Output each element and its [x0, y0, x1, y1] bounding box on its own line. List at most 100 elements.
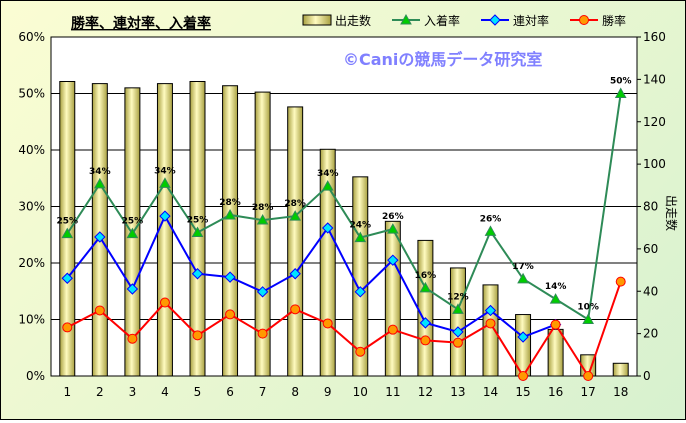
bar — [482, 284, 499, 377]
data-label: 25% — [57, 217, 79, 227]
data-label: 16% — [415, 271, 437, 281]
legend: 出走数 入着率 連対率 勝率 — [302, 13, 626, 28]
data-point — [256, 286, 269, 298]
chart-title: 勝率、連対率、入着率 — [71, 15, 211, 32]
data-point — [354, 286, 366, 298]
y-right-tick-label: 60 — [643, 242, 658, 256]
data-point — [354, 231, 367, 243]
series-line — [66, 213, 556, 339]
y-left-tick-label: 0% — [26, 369, 45, 383]
x-tick-label: 17 — [581, 385, 596, 399]
data-point — [224, 271, 236, 283]
data-point — [387, 254, 399, 266]
y-right-tick-label: 100 — [643, 157, 666, 171]
y-left-tick-label: 50% — [18, 87, 45, 101]
x-tick-label: 3 — [129, 385, 137, 399]
x-tick-label: 9 — [324, 385, 332, 399]
data-label: 34% — [89, 167, 111, 177]
bar — [254, 91, 271, 377]
x-tick-label: 15 — [515, 385, 530, 399]
data-point — [518, 371, 529, 381]
x-tick-label: 7 — [259, 385, 267, 399]
data-label: 10% — [577, 303, 599, 313]
data-point — [322, 318, 333, 329]
x-tick-label: 18 — [613, 385, 628, 399]
data-point — [191, 226, 204, 237]
x-tick-label: 5 — [194, 385, 202, 399]
data-point — [615, 276, 626, 287]
data-label: 26% — [382, 212, 404, 222]
data-point — [322, 222, 334, 234]
bar — [547, 328, 564, 377]
legend-swatch — [302, 14, 332, 26]
y-left-tick-label: 30% — [18, 200, 45, 214]
data-point — [387, 324, 398, 335]
bar — [222, 85, 239, 377]
data-point — [62, 322, 73, 333]
data-point — [583, 371, 594, 381]
data-point — [159, 210, 171, 222]
data-point — [61, 227, 74, 239]
legend-label: 入着率 — [424, 13, 460, 28]
data-point — [452, 303, 464, 314]
y-right-tick-label: 120 — [643, 115, 666, 129]
data-point — [289, 268, 301, 280]
data-label: 50% — [610, 77, 632, 87]
x-tick-label: 1 — [63, 385, 71, 399]
watermark: ©Caniの競馬データ研究室 — [343, 50, 542, 69]
line-series — [61, 87, 627, 381]
legend-marker — [489, 14, 501, 26]
x-tick-label: 16 — [548, 385, 563, 399]
bar — [384, 220, 401, 377]
data-label: 14% — [545, 282, 567, 292]
data-point — [355, 346, 366, 357]
axes: 0%10%20%30%40%50%60%02040608010012014016… — [18, 30, 666, 399]
bar — [449, 267, 466, 377]
x-tick-label: 12 — [418, 385, 433, 399]
data-point — [127, 333, 138, 344]
x-tick-label: 11 — [385, 385, 400, 399]
data-label: 34% — [154, 166, 176, 176]
data-label: 17% — [512, 262, 534, 272]
y-right-tick-label: 160 — [643, 30, 666, 44]
y-right-tick-label: 20 — [643, 327, 658, 341]
y-right-tick-label: 80 — [643, 200, 658, 214]
data-point — [614, 87, 627, 98]
x-tick-label: 2 — [96, 385, 104, 399]
data-point — [192, 330, 203, 341]
y-right-tick-label: 40 — [643, 284, 658, 298]
data-point — [549, 293, 562, 304]
data-label: 28% — [252, 203, 274, 213]
data-point — [94, 305, 105, 316]
y-left-tick-label: 10% — [18, 313, 45, 327]
data-point — [321, 180, 334, 191]
data-point — [290, 304, 301, 315]
x-tick-label: 13 — [450, 385, 465, 399]
data-point — [517, 272, 529, 284]
bar — [612, 362, 629, 377]
data-point — [289, 210, 302, 221]
data-point — [61, 272, 73, 284]
data-point — [256, 214, 269, 225]
data-point — [452, 326, 464, 338]
data-point — [484, 225, 497, 236]
data-point — [485, 318, 496, 329]
data-point — [420, 335, 431, 346]
data-point — [126, 283, 139, 295]
data-label: 25% — [187, 215, 209, 225]
bar — [91, 83, 108, 377]
data-point — [550, 319, 561, 330]
y-left-tick-label: 60% — [18, 30, 45, 44]
data-label: 28% — [284, 199, 306, 209]
data-point — [386, 223, 399, 234]
y-left-tick-label: 40% — [18, 143, 45, 157]
data-label: 26% — [480, 214, 502, 224]
data-point — [224, 208, 236, 220]
data-point — [159, 297, 170, 308]
y-right-tick-label: 140 — [643, 72, 666, 86]
y-right-tick-label: 0 — [643, 369, 651, 383]
data-label: 12% — [447, 292, 469, 302]
bars-series — [59, 80, 629, 377]
